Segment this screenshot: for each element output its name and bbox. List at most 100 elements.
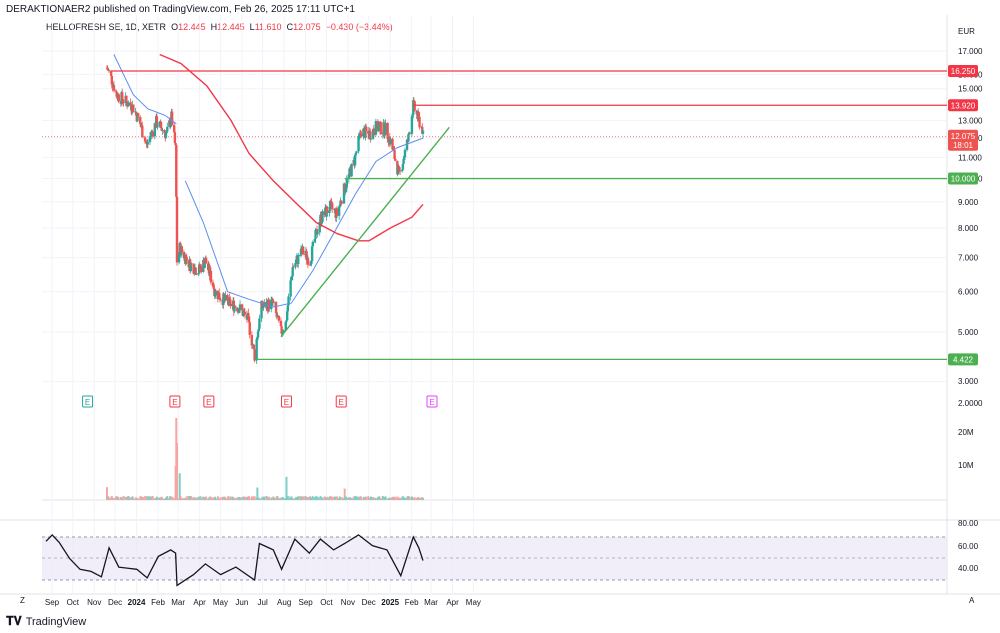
candle: [211, 282, 215, 287]
candle: [112, 85, 116, 91]
candle: [403, 157, 406, 160]
level-price-label: 13.920: [951, 101, 976, 110]
level-price-label: 16.250: [951, 67, 976, 76]
candle: [150, 131, 153, 137]
volume-bar: [224, 498, 227, 500]
candle: [261, 307, 265, 309]
candle: [141, 125, 144, 137]
volume-bar: [315, 496, 318, 500]
candle: [132, 104, 135, 112]
volume-bar: [112, 498, 115, 500]
candle: [121, 99, 125, 103]
volume-bar: [297, 496, 300, 500]
volume-bar: [302, 496, 305, 500]
volume-bar: [202, 496, 205, 500]
candle: [328, 200, 332, 211]
candle: [139, 124, 143, 127]
volume-bar: [286, 495, 289, 500]
candle: [376, 121, 380, 132]
footer-brand[interactable]: 𝐓𝐕 TradingView: [6, 614, 86, 629]
candle: [274, 302, 278, 314]
candle: [165, 131, 168, 134]
candle: [364, 126, 367, 138]
candle: [281, 331, 285, 333]
volume-bar: [108, 498, 111, 500]
volume-bar: [256, 487, 259, 500]
candle: [270, 300, 273, 310]
volume-bar: [378, 496, 381, 500]
candle: [127, 102, 130, 107]
candle: [421, 130, 425, 134]
rsi-tick-label: 80.00: [958, 519, 979, 528]
candle: [397, 165, 400, 168]
volume-bar: [216, 496, 219, 500]
candle: [226, 295, 229, 301]
candle: [396, 165, 400, 175]
volume-bar: [311, 496, 314, 500]
candle: [310, 261, 313, 264]
candle: [200, 266, 203, 272]
candle: [405, 139, 409, 150]
volume-bar: [408, 496, 411, 500]
candle: [411, 114, 414, 117]
candle: [319, 214, 323, 224]
candle: [248, 322, 251, 335]
rsi-tick-label: 60.00: [958, 542, 979, 551]
volume-bar: [122, 496, 125, 500]
candle: [114, 90, 118, 92]
price-tick-label: 9.000: [958, 198, 979, 207]
candle: [313, 238, 317, 243]
candle: [218, 292, 221, 299]
earnings-marker-label: E: [284, 398, 289, 407]
candle: [417, 112, 421, 117]
volume-bar: [195, 497, 198, 500]
candle: [369, 138, 373, 140]
candle: [382, 122, 386, 136]
candle: [381, 132, 384, 135]
candle: [371, 128, 375, 139]
candle: [194, 267, 197, 275]
volume-bar: [105, 487, 108, 500]
volume-bar: [229, 496, 232, 500]
candle: [218, 298, 222, 300]
volume-bar: [379, 498, 382, 500]
candle: [354, 153, 357, 156]
volume-bar: [309, 497, 312, 500]
volume-bar: [151, 495, 154, 500]
candle: [222, 293, 226, 298]
volume-bar: [188, 496, 191, 500]
candle: [195, 274, 198, 276]
candle: [262, 306, 265, 308]
candle: [369, 131, 372, 139]
candle: [347, 174, 351, 180]
candle: [258, 318, 261, 329]
candle: [229, 299, 232, 307]
candle: [125, 101, 129, 107]
candle: [129, 102, 132, 106]
candle: [175, 145, 178, 197]
volume-bar: [131, 496, 134, 500]
volume-bar: [413, 497, 416, 500]
candle: [308, 264, 312, 266]
timezone-icon: Z: [20, 596, 25, 605]
candle: [228, 297, 231, 300]
candle: [393, 150, 396, 159]
candle: [297, 254, 300, 265]
candle: [286, 305, 290, 312]
rsi-tick-label: 40.00: [958, 564, 979, 573]
volume-bar: [166, 496, 169, 500]
price-tick-label: 6.000: [958, 288, 979, 297]
volume-bar: [137, 498, 140, 500]
volume-bar: [171, 496, 174, 500]
earnings-marker-label: E: [85, 398, 90, 407]
volume-bar: [248, 496, 251, 500]
candle: [209, 270, 213, 283]
volume-bar: [253, 496, 256, 500]
price-tick-label: 3.000: [958, 377, 979, 386]
volume-bar: [285, 476, 288, 500]
earnings-marker-icon: [169, 395, 181, 408]
candle: [367, 131, 370, 134]
candle: [190, 263, 193, 265]
price-chart[interactable]: E E E E E E Sep Oct Nov Dec 2024 Feb Mar Apr May Jun Ju…: [0, 0, 1000, 610]
candle: [337, 206, 341, 216]
